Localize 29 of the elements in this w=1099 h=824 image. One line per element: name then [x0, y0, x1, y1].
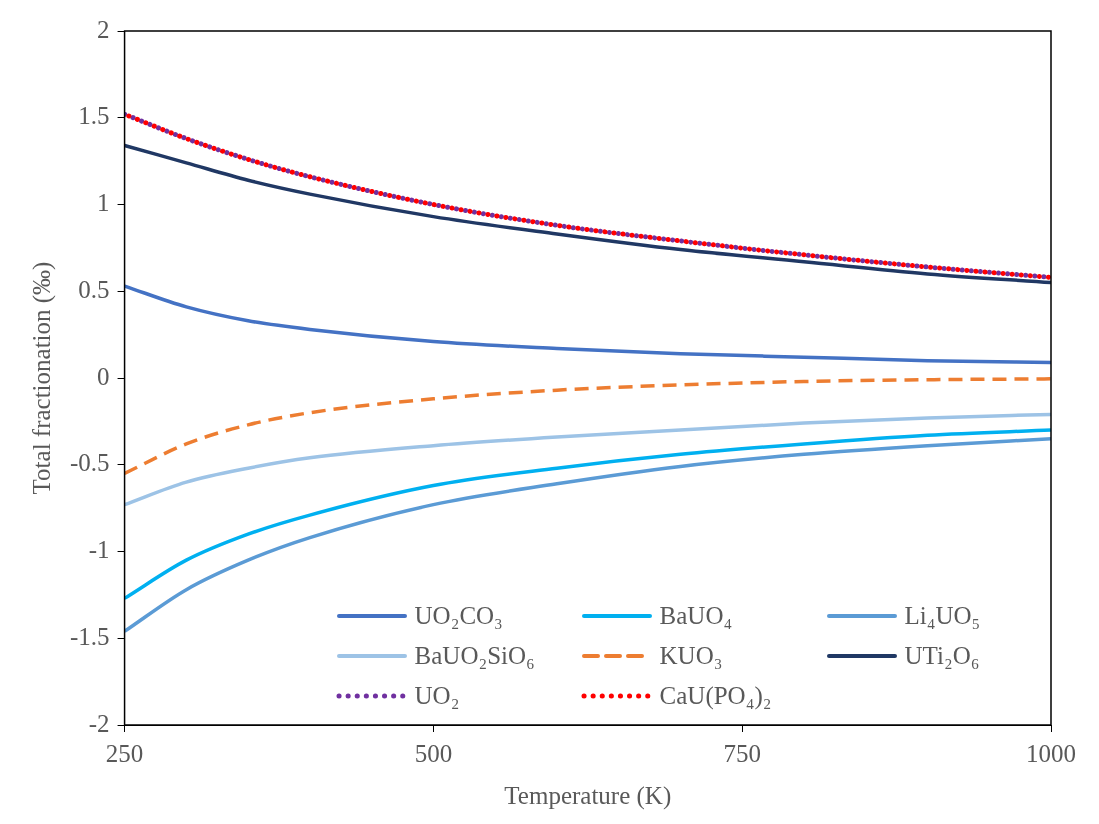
- line-series: [124, 436, 1051, 634]
- legend-label: UO₂: [414, 682, 460, 710]
- y-tick-label: -1.5: [70, 622, 110, 650]
- x-axis-title: Temperature (K): [504, 781, 672, 810]
- y-tick-label: 2: [97, 15, 110, 43]
- y-tick-label: -2: [88, 709, 110, 737]
- line-series: [124, 143, 1051, 285]
- y-axis-title: Total fractionation (‰): [27, 261, 56, 495]
- y-tick-label: 0.5: [78, 275, 110, 303]
- x-tick-label: 500: [414, 739, 453, 767]
- legend-label: CaU(PO₄)₂: [659, 682, 772, 710]
- legend-label: UO₂CO₃: [414, 602, 503, 630]
- x-tick-label: 1000: [1026, 739, 1076, 767]
- legend-label: KUO₃: [659, 642, 723, 670]
- legend-label: UTi₂O₆: [904, 642, 980, 670]
- line-series: [124, 428, 1051, 601]
- y-tick-label: -1: [88, 536, 110, 564]
- line-series: [124, 377, 1051, 476]
- y-tick-label: 0: [97, 362, 110, 390]
- y-tick-label: 1: [97, 189, 110, 217]
- legend-label: BaUO₂SiO₆: [414, 642, 535, 670]
- line-series: [124, 412, 1051, 507]
- x-tick-label: 750: [723, 739, 761, 767]
- y-tick-label: 1.5: [78, 102, 110, 130]
- line-series: [124, 284, 1051, 365]
- x-tick-label: 250: [105, 739, 144, 767]
- legend-label: Li₄UO₅: [904, 602, 981, 630]
- legend-label: BaUO₄: [659, 602, 733, 630]
- y-tick-label: -0.5: [70, 449, 110, 477]
